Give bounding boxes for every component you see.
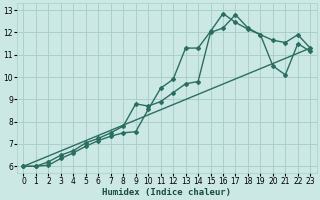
X-axis label: Humidex (Indice chaleur): Humidex (Indice chaleur)	[102, 188, 231, 197]
